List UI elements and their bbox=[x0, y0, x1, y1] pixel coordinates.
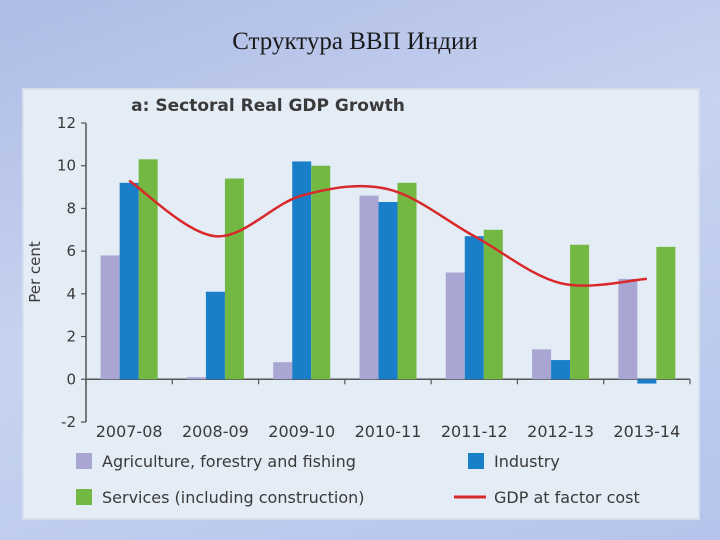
bar-agriculture bbox=[445, 272, 465, 380]
y-tick-label: 8 bbox=[66, 199, 76, 217]
legend-label: Services (including construction) bbox=[102, 488, 365, 507]
x-tick-label: 2010-11 bbox=[355, 422, 422, 441]
chart-title: a: Sectoral Real GDP Growth bbox=[131, 96, 405, 116]
bar-industry bbox=[119, 182, 139, 380]
y-axis-label: Per cent bbox=[26, 241, 44, 303]
y-tick-label: -2 bbox=[61, 413, 76, 431]
y-tick-label: 4 bbox=[66, 285, 76, 303]
y-tick-label: 10 bbox=[57, 157, 76, 175]
x-tick-label: 2013-14 bbox=[613, 422, 680, 441]
chart-panel: a: Sectoral Real GDP Growth Per cent -2 0… bbox=[22, 88, 700, 520]
bar-industry bbox=[551, 360, 571, 380]
legend-swatch-services bbox=[76, 489, 92, 505]
bar-services bbox=[656, 246, 676, 380]
x-tick-label: 2007-08 bbox=[96, 422, 163, 441]
y-tick-label: 12 bbox=[57, 114, 76, 132]
plot-area: -2 0 2 4 6 8 10 12 2007-08 2008-09 2009-10 2010-11 2… bbox=[57, 114, 691, 441]
x-tick-label: 2011-12 bbox=[441, 422, 508, 441]
legend-label: GDP at factor cost bbox=[494, 488, 640, 507]
x-tick-label: 2012-13 bbox=[527, 422, 594, 441]
y-tick-label: 0 bbox=[66, 370, 76, 388]
legend-swatch-industry bbox=[468, 453, 484, 469]
bar-services bbox=[224, 178, 244, 380]
bar-industry bbox=[292, 161, 312, 380]
bar-agriculture bbox=[618, 278, 638, 380]
bar-industry bbox=[378, 202, 398, 380]
legend-label: Industry bbox=[494, 452, 560, 471]
x-tick-label: 2009-10 bbox=[268, 422, 335, 441]
legend-swatch-agriculture bbox=[76, 453, 92, 469]
bar-services bbox=[311, 165, 331, 380]
slide-title: Структура ВВП Индии bbox=[232, 28, 478, 55]
bar-industry bbox=[464, 236, 484, 380]
bar-industry bbox=[205, 291, 225, 380]
bar-services bbox=[570, 244, 590, 380]
x-tick-label: 2008-09 bbox=[182, 422, 249, 441]
legend: Agriculture, forestry and fishing Industr… bbox=[76, 452, 640, 507]
legend-label: Agriculture, forestry and fishing bbox=[102, 452, 356, 471]
sectoral-gdp-chart: a: Sectoral Real GDP Growth Per cent -2 0… bbox=[26, 96, 691, 507]
bar-agriculture bbox=[532, 349, 552, 380]
bar-services bbox=[138, 159, 158, 380]
y-tick-label: 6 bbox=[66, 242, 76, 260]
bar-agriculture bbox=[186, 377, 206, 380]
bar-industry bbox=[637, 379, 657, 384]
bar-agriculture bbox=[359, 195, 379, 380]
bar-services bbox=[397, 182, 417, 380]
y-tick-label: 2 bbox=[66, 328, 76, 346]
bar-agriculture bbox=[100, 255, 120, 380]
bar-agriculture bbox=[273, 362, 293, 380]
bar-services bbox=[483, 229, 503, 380]
